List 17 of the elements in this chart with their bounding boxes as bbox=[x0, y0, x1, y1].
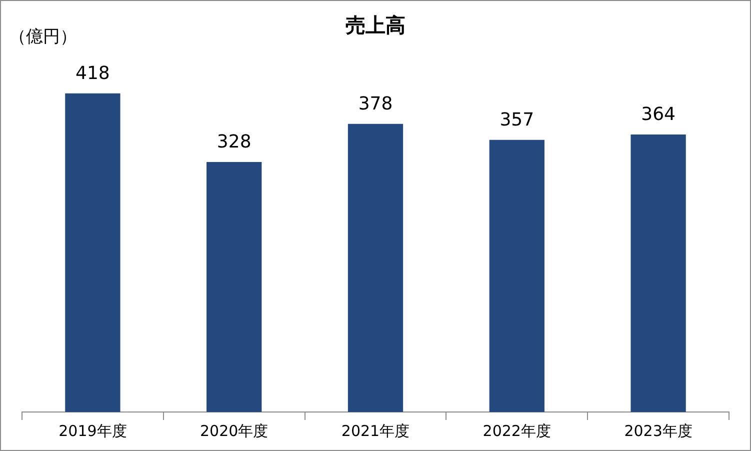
data-label: 418 bbox=[76, 63, 110, 84]
data-label: 328 bbox=[216, 132, 252, 153]
data-label: 357 bbox=[500, 110, 534, 131]
bar bbox=[630, 134, 686, 412]
bar bbox=[206, 162, 262, 412]
x-tick-label: 2019年度 bbox=[58, 422, 127, 440]
x-tick-label: 2022年度 bbox=[482, 422, 551, 440]
chart-title: 売上高 bbox=[346, 13, 406, 38]
data-label: 378 bbox=[358, 94, 393, 115]
x-tick-label: 2023年度 bbox=[624, 422, 692, 440]
y-axis-title: （億円） bbox=[9, 26, 77, 48]
data-label: 364 bbox=[641, 104, 676, 126]
bar bbox=[348, 124, 404, 412]
x-tick-label: 2020年度 bbox=[200, 422, 268, 440]
x-tick-label: 2021年度 bbox=[341, 422, 410, 440]
bar bbox=[65, 93, 120, 412]
bar bbox=[489, 140, 544, 412]
